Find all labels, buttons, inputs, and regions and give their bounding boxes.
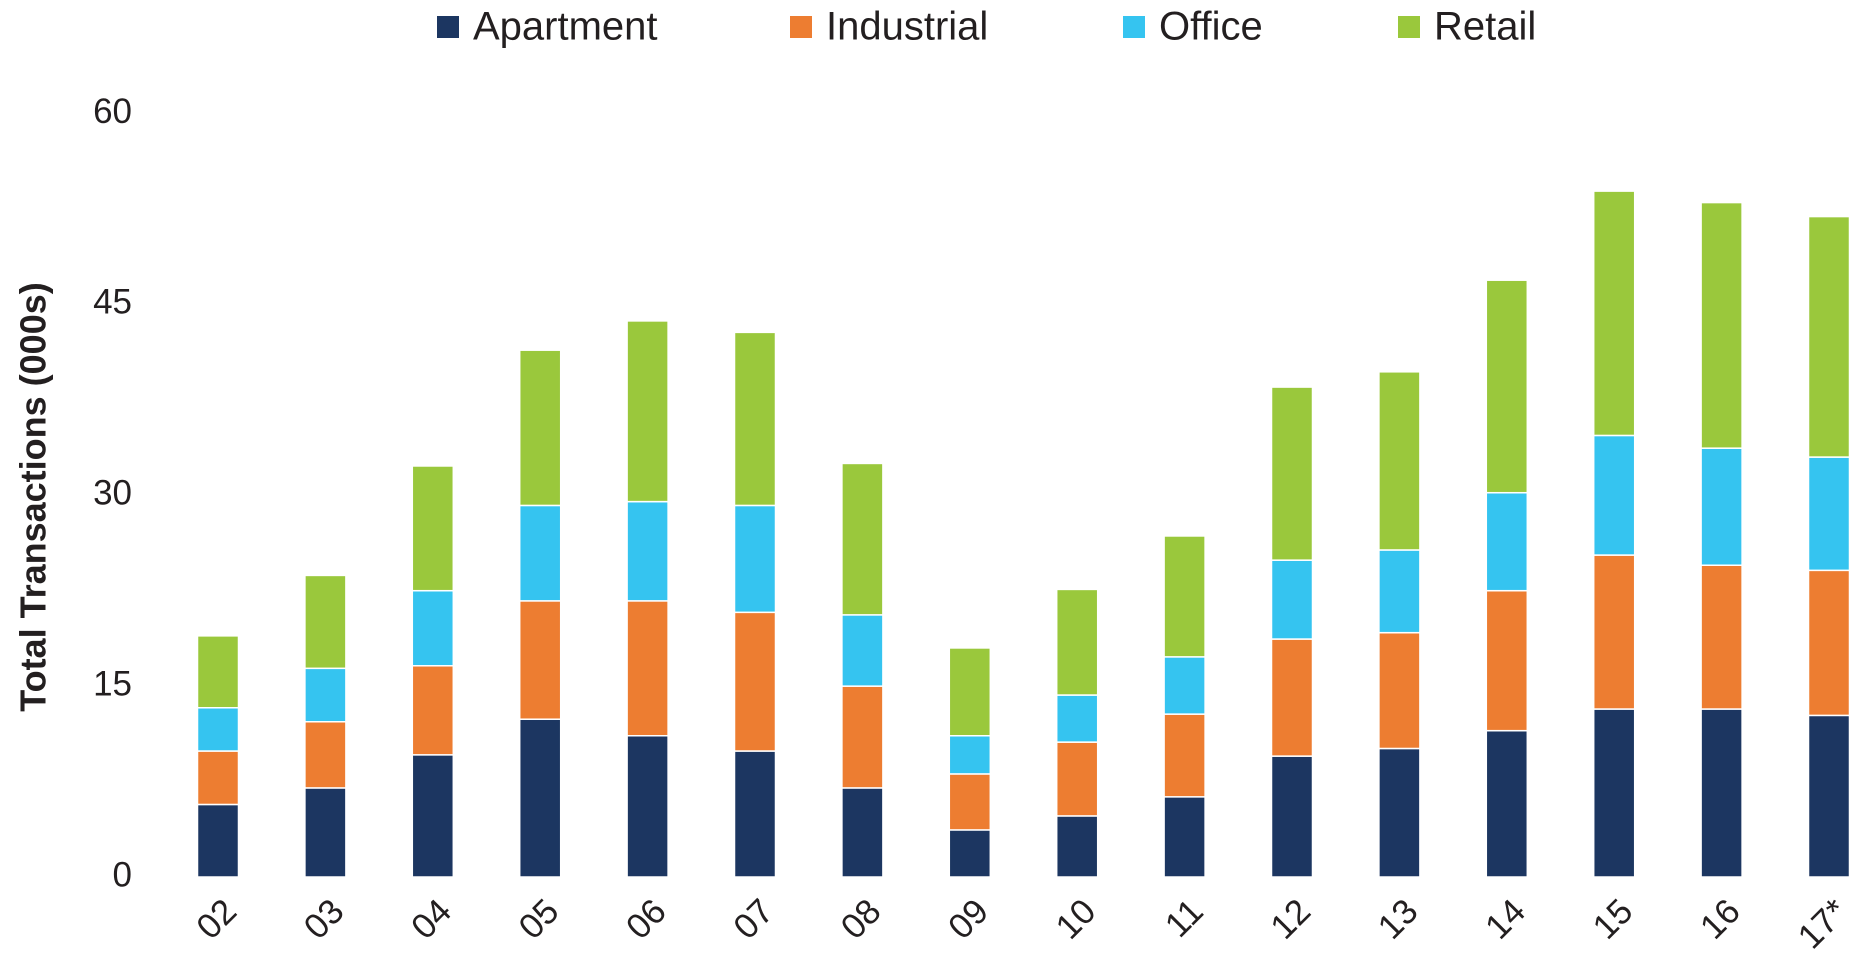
y-tick-label: 15 [93, 664, 132, 703]
bar-segment [1270, 559, 1314, 640]
bar-segment [1592, 434, 1636, 556]
bar-segment [1055, 588, 1099, 696]
bar-segment [1378, 371, 1421, 551]
bar-segment [1807, 456, 1851, 572]
x-tick-label: 04 [404, 892, 459, 947]
bar-segment [304, 574, 347, 670]
bar-segment [1270, 755, 1314, 878]
legend-swatch [790, 16, 812, 38]
x-tick-label: 10 [1048, 892, 1103, 947]
bar-segment [304, 787, 347, 878]
bar-segment [304, 721, 347, 789]
x-tick-label: 14 [1478, 892, 1533, 947]
bar-segment [733, 504, 777, 614]
x-tick-label: 16 [1693, 892, 1748, 947]
bar-segment [1163, 656, 1206, 715]
bar-segment [518, 600, 562, 720]
bar-segment [1485, 729, 1529, 878]
bar-segment [196, 803, 240, 878]
y-axis-label: Total Transactions (000s) [13, 282, 54, 711]
bar-segment [518, 718, 562, 878]
bar-segment [626, 500, 669, 602]
bar-segment [1163, 713, 1206, 798]
bar-segment [411, 754, 455, 878]
x-tick-label: 06 [619, 892, 674, 947]
bar-segment [841, 462, 884, 616]
bar-segment [1378, 747, 1421, 878]
bar-segment [411, 589, 455, 667]
bar-segment [1485, 589, 1529, 732]
bar-segment [1485, 491, 1529, 592]
bar-segment [1055, 694, 1099, 743]
y-tick-label: 60 [93, 92, 132, 131]
x-tick-label: 13 [1370, 892, 1425, 947]
x-tick-label: 09 [941, 892, 996, 947]
bar-segment [1163, 535, 1206, 658]
bar-segment [1485, 279, 1529, 494]
bar-segment [196, 707, 240, 752]
bar-segment [1807, 569, 1851, 717]
x-tick-label: 08 [833, 892, 888, 947]
bar-segment [626, 320, 669, 503]
bar-segment [948, 735, 992, 775]
bar-segment [411, 465, 455, 592]
bar-segment [948, 647, 992, 737]
x-tick-label: 11 [1158, 892, 1211, 945]
bar-segment [518, 504, 562, 602]
y-tick-label: 30 [93, 474, 132, 513]
y-tick-label: 0 [113, 855, 132, 894]
bar-segment [948, 829, 992, 878]
y-tick-label: 45 [93, 283, 132, 322]
bar-segment [1592, 708, 1636, 878]
x-tick-label: 07 [726, 892, 781, 947]
legend-label: Office [1159, 5, 1263, 49]
bar-segment [841, 614, 884, 687]
bar-segment [1700, 564, 1743, 710]
bar-segment [1700, 201, 1743, 449]
bar-segment [1163, 796, 1206, 878]
bar-segment [1270, 386, 1314, 561]
bar-segment [626, 600, 669, 737]
legend-label: Retail [1434, 5, 1536, 49]
legend-swatch [1398, 16, 1420, 38]
x-tick-label: 12 [1263, 892, 1318, 947]
x-tick-label: 17* [1790, 891, 1854, 956]
bar-segment [1378, 631, 1421, 750]
bar-segment [1807, 215, 1851, 458]
bar-segment [1055, 815, 1099, 878]
x-tick-label: 03 [296, 892, 351, 947]
bar-segment [1270, 638, 1314, 757]
x-tick-label: 02 [189, 892, 244, 947]
bar-segment [196, 635, 240, 709]
bar-segment [841, 787, 884, 878]
legend-swatch [1123, 16, 1145, 38]
bar-segment [304, 667, 347, 723]
bar-segment [1700, 447, 1743, 566]
bar-segment [1807, 714, 1851, 878]
bar-segment [841, 685, 884, 789]
bar-segment [733, 331, 777, 507]
legend-swatch [437, 16, 459, 38]
x-tick-label: 05 [511, 892, 566, 947]
legend-label: Industrial [826, 5, 988, 49]
bar-segment [626, 735, 669, 878]
x-tick-label: 15 [1585, 892, 1640, 947]
bar-segment [196, 750, 240, 806]
bar-segment [733, 750, 777, 878]
bar-segment [733, 611, 777, 752]
bar-segment [1592, 190, 1636, 437]
legend-label: Apartment [473, 5, 658, 49]
bar-segment [1055, 741, 1099, 817]
bar-segment [411, 665, 455, 756]
bar-segment [1700, 708, 1743, 878]
bar-segment [1592, 554, 1636, 710]
bar-segment [948, 773, 992, 831]
bar-segment [1378, 549, 1421, 634]
bar-segment [518, 349, 562, 507]
